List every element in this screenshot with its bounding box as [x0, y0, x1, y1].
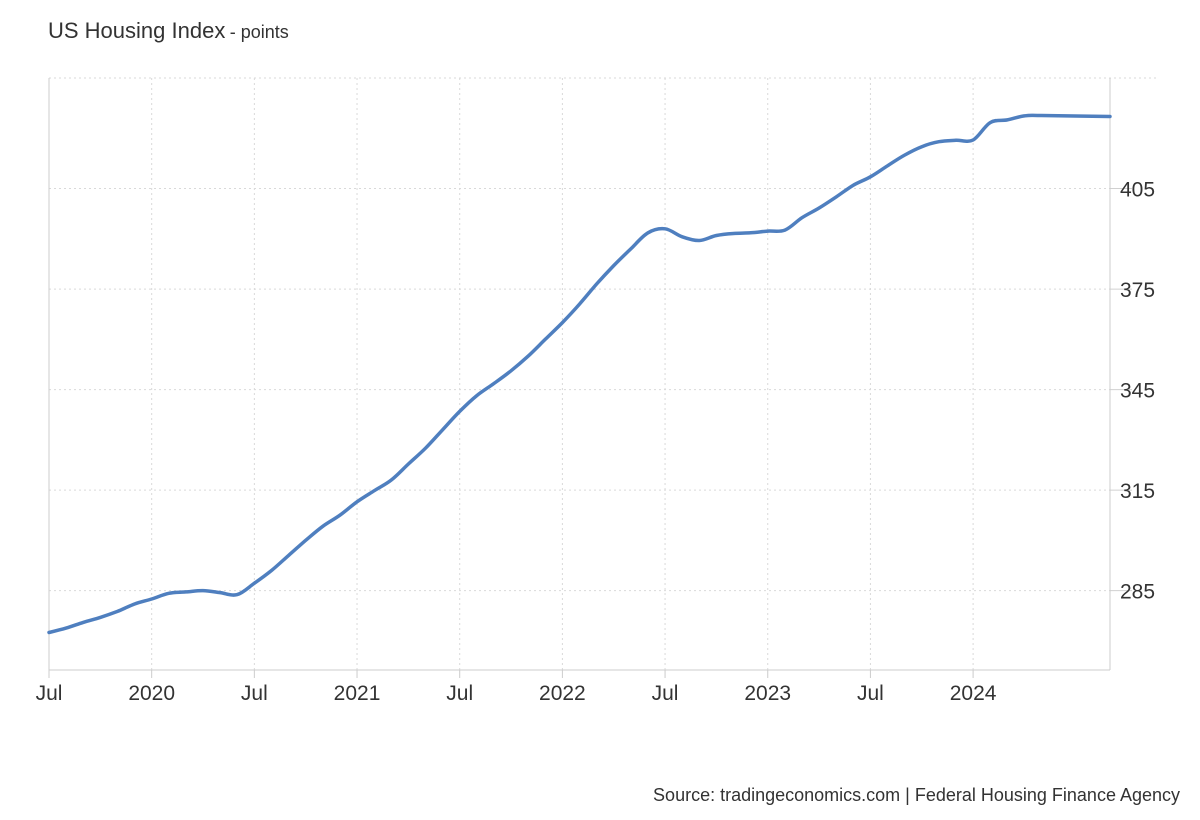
y-tick-label: 375 [1120, 279, 1155, 302]
source-note: Source: tradingeconomics.com | Federal H… [653, 785, 1180, 805]
x-tick-label: 2023 [744, 682, 791, 705]
line-chart: 285 315 345 375 405 Jul 2020 Jul 2021 Jul 2022 Jul 2… [36, 77, 1158, 705]
chart-title: US Housing Index [48, 18, 226, 43]
chart-unit: - points [229, 22, 289, 42]
x-tick-label: Jul [36, 682, 63, 705]
y-tick-label: 405 [1120, 179, 1155, 202]
x-tick-label: Jul [241, 682, 268, 705]
chart-header: US Housing Index - points [48, 18, 289, 44]
x-tick-label: Jul [446, 682, 473, 705]
x-tick-label: 2022 [539, 682, 586, 705]
y-tick-label: 315 [1120, 480, 1155, 503]
x-tick-label: 2024 [950, 682, 997, 705]
x-tick-label: Jul [857, 682, 884, 705]
y-tick-label: 285 [1120, 581, 1155, 604]
x-tick-label: 2021 [334, 682, 381, 705]
x-tick-label: 2020 [128, 682, 175, 705]
series-line [47, 113, 1112, 635]
y-tick-label: 345 [1120, 380, 1155, 403]
x-tick-label: Jul [652, 682, 679, 705]
